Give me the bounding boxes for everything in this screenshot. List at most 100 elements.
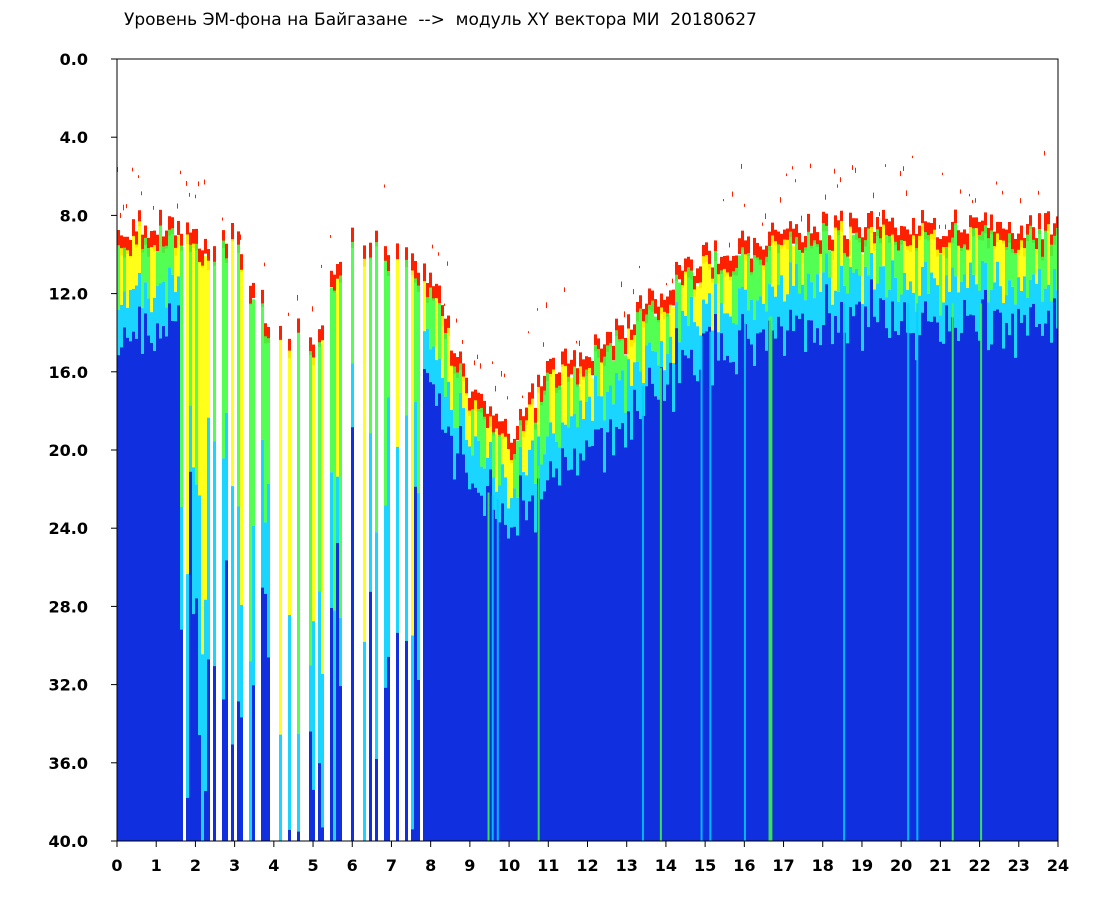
heatmap-cell <box>678 383 681 841</box>
heatmap-cell <box>720 333 723 841</box>
heatmap-cell <box>447 426 450 841</box>
heatmap-cell <box>648 367 651 841</box>
heatmap-speck <box>537 308 538 311</box>
heatmap-cell <box>684 355 687 841</box>
heatmap-cell <box>942 343 945 841</box>
heatmap-speck <box>204 179 205 185</box>
heatmap-cell <box>516 440 519 498</box>
heatmap-cell <box>693 289 696 323</box>
heatmap-speck <box>666 283 667 286</box>
heatmap-cell <box>882 266 885 301</box>
heatmap-cell <box>957 340 960 841</box>
heatmap-cell <box>813 342 816 841</box>
heatmap-cell <box>753 365 756 841</box>
heatmap-cell <box>195 484 198 599</box>
heatmap-cell <box>816 274 819 329</box>
heatmap-streak <box>951 303 954 841</box>
heatmap-cell <box>411 253 414 276</box>
heatmap-cell <box>849 212 852 229</box>
heatmap-cell <box>120 347 123 841</box>
heatmap-cell <box>738 288 741 331</box>
heatmap-cell <box>864 240 867 267</box>
heatmap-cell <box>897 250 900 302</box>
heatmap-cell <box>603 420 606 473</box>
heatmap-cell <box>732 271 735 324</box>
heatmap-cell <box>1008 280 1011 336</box>
heatmap-cell <box>858 227 861 243</box>
heatmap-cell <box>162 236 165 253</box>
heatmap-speck <box>906 190 907 196</box>
heatmap-cell <box>120 304 123 348</box>
heatmap-cell <box>792 245 795 286</box>
heatmap-cell <box>954 209 957 225</box>
heatmap-cell <box>138 272 141 307</box>
heatmap-cell <box>945 305 948 841</box>
heatmap-cell <box>483 400 486 420</box>
heatmap-cell <box>828 250 831 278</box>
heatmap-cell <box>1023 276 1026 315</box>
heatmap-cell <box>522 472 525 501</box>
heatmap-cell <box>897 334 900 841</box>
heatmap-cell <box>447 327 450 382</box>
heatmap-speck <box>504 373 505 378</box>
heatmap-cell <box>120 248 123 305</box>
heatmap-cell <box>675 261 678 282</box>
heatmap-cell <box>375 230 378 247</box>
heatmap-cell <box>588 446 591 841</box>
heatmap-cell <box>477 440 480 493</box>
heatmap-cell <box>819 291 822 346</box>
heatmap-cell <box>489 441 492 470</box>
heatmap-cell <box>834 227 837 291</box>
heatmap-cell <box>615 426 618 841</box>
heatmap-cell <box>321 325 324 341</box>
heatmap-cell <box>1011 286 1014 314</box>
heatmap-cell <box>159 283 162 339</box>
heatmap-cell <box>189 405 192 472</box>
heatmap-cell <box>240 717 243 841</box>
heatmap-cell <box>783 239 786 302</box>
heatmap-cell <box>714 313 717 841</box>
heatmap-cell <box>879 266 882 299</box>
heatmap-cell <box>627 359 630 412</box>
heatmap-cell <box>921 266 924 313</box>
heatmap-cell <box>876 283 879 323</box>
heatmap-cell <box>933 316 936 841</box>
heatmap-cell <box>735 255 738 276</box>
heatmap-cell <box>192 467 195 615</box>
heatmap-cell <box>237 701 240 841</box>
heatmap-cell <box>729 316 732 363</box>
heatmap-cell <box>279 325 282 341</box>
heatmap-cell <box>453 428 456 480</box>
heatmap-cell <box>222 230 225 249</box>
heatmap-cell <box>990 344 993 841</box>
heatmap-cell <box>1008 222 1011 243</box>
heatmap-cell <box>798 318 801 841</box>
heatmap-cell <box>132 235 135 289</box>
heatmap-cell <box>783 355 786 841</box>
heatmap-cell <box>525 407 528 425</box>
heatmap-cell <box>780 275 783 327</box>
heatmap-cell <box>705 331 708 841</box>
heatmap-cell <box>396 632 399 841</box>
heatmap-cell <box>834 315 837 841</box>
heatmap-cell <box>510 442 513 464</box>
heatmap-cell <box>147 237 150 257</box>
y-tick-label: 0.0 <box>60 50 88 69</box>
heatmap-cell <box>462 408 465 455</box>
heatmap-cell <box>144 313 147 841</box>
heatmap-cell <box>1044 288 1047 324</box>
heatmap-cell <box>936 322 939 841</box>
heatmap-cell <box>462 454 465 841</box>
heatmap-cell <box>552 433 555 478</box>
heatmap-cell <box>612 360 615 405</box>
heatmap-cell <box>678 282 681 343</box>
heatmap-cell <box>414 260 417 283</box>
heatmap-cell <box>735 267 738 325</box>
heatmap-cell <box>816 244 819 275</box>
heatmap-cell <box>1029 307 1032 841</box>
heatmap-cell <box>1002 348 1005 841</box>
heatmap-cell <box>651 383 654 841</box>
heatmap-cell <box>927 235 930 294</box>
heatmap-cell <box>591 445 594 841</box>
heatmap-cell <box>297 831 300 841</box>
